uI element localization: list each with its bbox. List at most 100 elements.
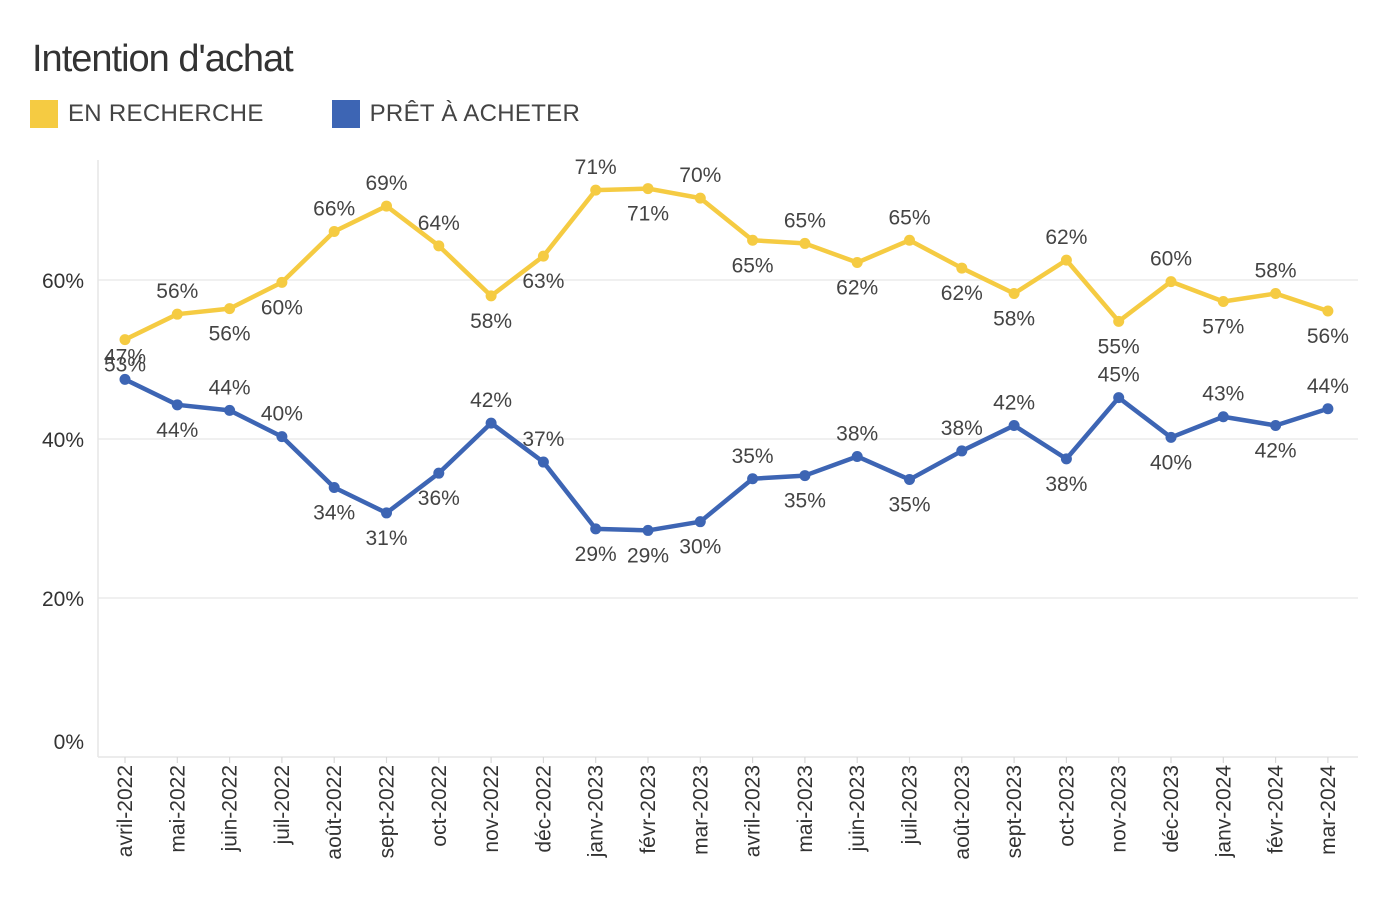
legend-item-pret-a-acheter[interactable]: PRÊT À ACHETER [331, 100, 580, 128]
data-point[interactable] [590, 523, 602, 535]
x-tick-label: nov-2023 [1108, 765, 1131, 853]
data-point[interactable] [1270, 288, 1282, 300]
data-label: 70% [679, 164, 721, 187]
data-point[interactable] [485, 417, 497, 429]
data-point[interactable] [956, 445, 968, 457]
legend-swatch-en-recherche [30, 100, 58, 128]
data-point[interactable] [904, 234, 915, 246]
data-label: 62% [941, 282, 983, 305]
x-tick-label: déc-2022 [532, 765, 555, 853]
data-label: 35% [784, 490, 826, 513]
data-point[interactable] [381, 507, 392, 519]
data-point[interactable] [694, 192, 706, 204]
data-point[interactable] [956, 262, 968, 274]
data-point[interactable] [1060, 254, 1072, 266]
data-label: 36% [418, 487, 460, 510]
data-point[interactable] [1322, 403, 1334, 415]
data-point[interactable] [1113, 392, 1125, 404]
data-point[interactable] [537, 250, 549, 262]
x-tick-label: nov-2022 [480, 765, 503, 853]
data-point[interactable] [171, 308, 183, 320]
x-tick-label: sept-2022 [376, 765, 399, 858]
data-point[interactable] [1217, 295, 1229, 307]
x-tick-label: févr-2023 [637, 765, 660, 854]
data-label: 43% [1202, 383, 1244, 406]
data-label: 65% [784, 209, 826, 232]
data-point[interactable] [119, 334, 131, 346]
data-point[interactable] [328, 226, 340, 238]
data-point[interactable] [119, 373, 131, 385]
data-point[interactable] [851, 257, 863, 269]
data-label: 40% [1150, 451, 1192, 474]
data-point[interactable] [799, 237, 811, 249]
data-label: 30% [679, 536, 721, 559]
data-label: 71% [627, 203, 669, 226]
series-line-1 [122, 377, 1331, 533]
data-label: 56% [156, 280, 198, 303]
data-label: 56% [209, 323, 251, 346]
x-tick-label: juil-2023 [899, 765, 922, 845]
legend-item-en-recherche[interactable]: EN RECHERCHE [30, 100, 264, 128]
data-point[interactable] [747, 473, 759, 485]
data-point[interactable] [1217, 411, 1229, 423]
data-point[interactable] [276, 276, 288, 288]
data-label: 64% [418, 212, 460, 235]
data-point[interactable] [1165, 431, 1177, 443]
y-tick-label: 60% [42, 270, 84, 293]
data-labels: 53% 56% 56% 60% 66% 69% 64% 58% 63% 71% 71% 70% 65% 6… [104, 156, 1349, 567]
data-label: 55% [1098, 335, 1140, 358]
axes: 0% 20% 40% 60% avril-2022 mai-2022 juin-2022 ju… [42, 160, 1358, 860]
x-tick-label: juin-2023 [846, 765, 869, 852]
data-label: 44% [209, 376, 251, 399]
data-point[interactable] [1165, 276, 1177, 288]
data-label: 42% [993, 391, 1035, 414]
data-label: 62% [1045, 226, 1087, 249]
data-label: 44% [156, 419, 198, 442]
data-point[interactable] [642, 183, 654, 195]
data-label: 63% [522, 270, 564, 293]
data-point[interactable] [799, 470, 811, 482]
data-label: 58% [993, 308, 1035, 331]
data-point[interactable] [1008, 419, 1020, 431]
data-point[interactable] [224, 404, 236, 416]
data-point[interactable] [642, 524, 654, 536]
data-point[interactable] [224, 303, 236, 315]
data-point[interactable] [904, 474, 915, 486]
data-point[interactable] [381, 200, 392, 212]
data-point[interactable] [433, 240, 445, 252]
data-label: 60% [261, 296, 303, 319]
data-label: 69% [365, 172, 407, 195]
y-tick-label: 0% [54, 731, 84, 754]
x-tick-label: mar-2024 [1317, 765, 1340, 855]
data-point[interactable] [747, 234, 759, 246]
data-label: 71% [575, 156, 617, 179]
x-tick-label: déc-2023 [1160, 765, 1183, 853]
data-point[interactable] [537, 456, 549, 468]
legend: EN RECHERCHE PRÊT À ACHETER [30, 100, 580, 128]
data-label: 38% [941, 417, 983, 440]
data-label: 58% [470, 310, 512, 333]
data-point[interactable] [694, 516, 706, 528]
series-layer [119, 183, 1334, 536]
data-label: 47% [104, 345, 146, 368]
x-tick-label: avril-2023 [742, 765, 765, 857]
legend-label-en-recherche: EN RECHERCHE [68, 100, 264, 127]
x-tick-label: janv-2024 [1212, 765, 1235, 859]
data-point[interactable] [485, 290, 497, 302]
data-label: 35% [732, 445, 774, 468]
data-label: 65% [888, 206, 930, 229]
x-tick-label: oct-2023 [1055, 765, 1078, 847]
x-tick-label: juin-2022 [219, 765, 242, 852]
data-point[interactable] [1322, 305, 1334, 317]
data-point[interactable] [276, 431, 288, 443]
data-point[interactable] [851, 450, 863, 462]
data-point[interactable] [433, 467, 445, 479]
data-point[interactable] [1008, 288, 1020, 300]
data-point[interactable] [1060, 453, 1072, 465]
data-point[interactable] [171, 399, 183, 411]
x-tick-label: juil-2022 [271, 765, 294, 845]
data-point[interactable] [590, 184, 602, 196]
data-point[interactable] [1113, 315, 1125, 327]
data-point[interactable] [1270, 419, 1282, 431]
data-point[interactable] [328, 481, 340, 493]
